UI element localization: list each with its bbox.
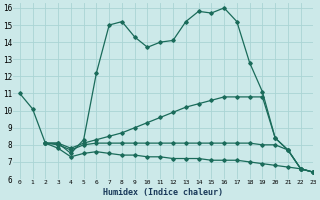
- X-axis label: Humidex (Indice chaleur): Humidex (Indice chaleur): [103, 188, 223, 197]
